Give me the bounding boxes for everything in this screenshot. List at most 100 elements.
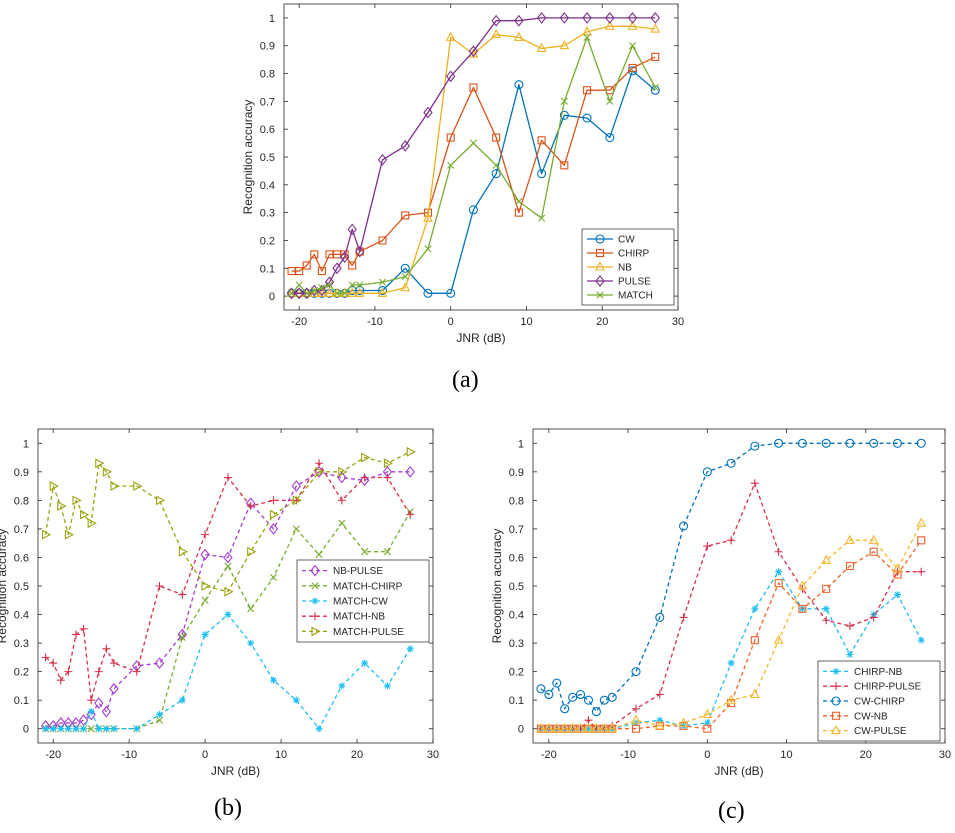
data-point-c-chirp-nb [584, 725, 592, 733]
legend-label-b-match-pulse: MATCH-PULSE [333, 627, 404, 638]
data-point-b-match-cw [361, 659, 369, 667]
data-point-a-pulse [294, 287, 304, 300]
y-tick-label-b: 0.2 [14, 667, 29, 679]
data-point-b-match-chirp [361, 548, 369, 556]
data-point-a-chirp [560, 161, 569, 170]
data-point-a-cw [559, 110, 569, 120]
data-point-b-match-pulse [361, 452, 371, 463]
data-point-c-cw-chirp [702, 467, 712, 477]
y-tick-label-b: 0.1 [14, 695, 29, 707]
data-point-b-match-cw [87, 708, 95, 716]
y-tick-label-b: 0.6 [14, 552, 29, 564]
legend-marker-a-nb [595, 261, 605, 271]
data-point-b-match-pulse [72, 495, 82, 506]
data-point-a-chirp [628, 63, 637, 73]
data-point-a-match [318, 284, 326, 292]
data-point-c-chirp-nb [822, 605, 830, 613]
data-point-b-nb-pulse [359, 474, 370, 487]
legend-label-c-cw-pulse: CW-PULSE [854, 726, 907, 737]
data-point-a-cw [400, 263, 410, 273]
data-point-b-match-cw [247, 639, 255, 647]
data-point-a-nb [294, 287, 305, 297]
data-point-b-match-cw [224, 611, 232, 619]
data-point-c-chirp-pulse [584, 716, 593, 725]
data-point-c-cw-nb [631, 724, 641, 733]
data-point-c-cw-chirp [607, 692, 617, 702]
x-tick-label-c: 30 [939, 749, 951, 761]
data-point-a-chirp [302, 261, 311, 270]
legend-marker-b-match-chirp [311, 582, 319, 590]
data-point-a-nb [604, 20, 615, 30]
data-point-a-cw [468, 205, 478, 215]
data-point-c-cw-nb [822, 584, 831, 593]
data-point-c-cw-chirp [821, 438, 831, 448]
data-point-c-chirp-nb [775, 568, 783, 576]
data-point-c-cw-nb [869, 547, 878, 556]
data-point-c-cw-pulse [583, 723, 594, 733]
data-point-b-match-pulse [269, 509, 280, 520]
data-point-b-nb-pulse [101, 705, 112, 718]
data-point-b-match-cw [102, 725, 110, 733]
data-point-b-nb-pulse [223, 551, 233, 564]
data-point-b-match-chirp [292, 525, 300, 533]
y-tick-label-b: 0.3 [14, 638, 29, 650]
data-point-a-chirp [401, 211, 410, 220]
data-point-b-match-chirp [269, 573, 278, 582]
data-point-a-nb [445, 31, 456, 41]
data-point-a-match [295, 281, 303, 289]
data-point-b-match-cw [269, 676, 277, 684]
data-point-b-match-cw [338, 682, 346, 690]
data-point-a-chirp [310, 250, 319, 259]
data-point-b-match-cw [57, 725, 65, 733]
data-point-b-match-pulse [315, 466, 325, 477]
data-point-c-cw-chirp [845, 438, 855, 448]
data-point-a-pulse [339, 251, 350, 264]
x-axis-label-a: JNR (dB) [456, 331, 505, 345]
series-b-match-pulse [42, 446, 416, 597]
data-point-a-nb [377, 287, 388, 297]
data-point-a-nb [286, 287, 297, 297]
data-point-b-match-nb [87, 696, 96, 705]
data-point-c-cw-chirp [536, 684, 546, 694]
series-c-cw-chirp [536, 438, 926, 717]
data-point-c-chirp-pulse [869, 613, 878, 622]
data-point-c-chirp-nb [893, 591, 901, 599]
data-point-c-cw-nb [798, 604, 807, 613]
y-tick-label-b: 0.8 [14, 495, 29, 507]
data-point-c-cw-chirp [552, 678, 562, 688]
legend-marker-c-cw-pulse [831, 724, 841, 735]
data-point-a-match [651, 83, 659, 92]
data-point-b-match-cw [42, 725, 50, 733]
data-point-a-match [348, 281, 356, 289]
y-tick-label-b: 0 [23, 724, 29, 736]
legend-marker-b-match-cw [311, 597, 319, 605]
data-point-b-match-pulse [64, 529, 75, 540]
data-point-a-chirp [287, 267, 296, 276]
data-point-a-cw [446, 288, 456, 298]
legend-marker-a-chirp [595, 248, 605, 258]
x-axis-label-b: JNR (dB) [211, 764, 260, 778]
data-point-c-cw-chirp [726, 458, 736, 468]
y-tick-label-a: 0.6 [260, 124, 275, 136]
data-point-a-match [341, 289, 349, 297]
data-point-a-pulse [445, 70, 456, 83]
data-point-b-nb-pulse [268, 523, 279, 535]
y-tick-label-b: 0.7 [14, 524, 29, 536]
data-point-c-chirp-nb [727, 659, 735, 667]
y-tick-label-c: 1 [518, 438, 524, 450]
y-tick-label-a: 0 [269, 291, 275, 303]
data-point-a-pulse [468, 45, 479, 58]
data-point-a-nb [423, 212, 433, 222]
data-point-c-cw-chirp [544, 689, 554, 700]
data-point-c-cw-chirp [916, 438, 926, 448]
data-point-b-match-cw [383, 682, 391, 690]
data-point-b-match-pulse [110, 481, 120, 492]
data-point-a-chirp [469, 83, 478, 92]
data-point-a-pulse [347, 223, 357, 236]
data-point-b-match-pulse [292, 495, 302, 506]
y-tick-label-c: 0.5 [509, 581, 524, 593]
x-tick-label-c: -20 [541, 749, 557, 761]
legend-label-a-chirp: CHIRP [618, 249, 649, 260]
ticks-b: -20 -10 0 10 20 30 0 0.1 0.2 0.3 0.4 0.5 0.6 0.7 0.8 0.… [14, 429, 439, 761]
data-point-a-pulse [491, 14, 501, 27]
